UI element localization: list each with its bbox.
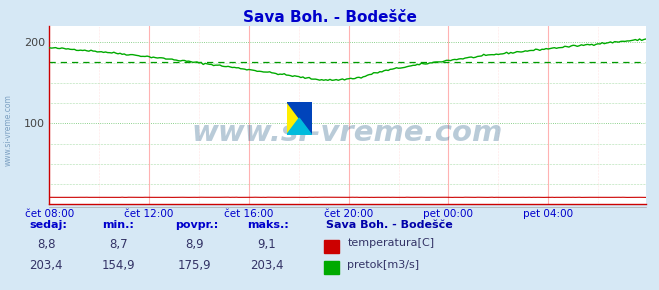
Text: 9,1: 9,1 [258, 238, 276, 251]
Polygon shape [287, 102, 312, 135]
Text: www.si-vreme.com: www.si-vreme.com [3, 95, 13, 166]
Polygon shape [287, 118, 312, 135]
Text: maks.:: maks.: [247, 220, 289, 230]
Text: 203,4: 203,4 [250, 259, 283, 272]
Text: min.:: min.: [102, 220, 134, 230]
Text: 8,9: 8,9 [185, 238, 204, 251]
Text: www.si-vreme.com: www.si-vreme.com [192, 119, 503, 147]
Text: temperatura[C]: temperatura[C] [347, 238, 434, 249]
Text: povpr.:: povpr.: [175, 220, 218, 230]
Text: Sava Boh. - Bodešče: Sava Boh. - Bodešče [326, 220, 453, 230]
Text: 154,9: 154,9 [101, 259, 136, 272]
Text: pretok[m3/s]: pretok[m3/s] [347, 260, 419, 270]
Text: sedaj:: sedaj: [30, 220, 67, 230]
Text: 8,8: 8,8 [37, 238, 55, 251]
Text: 203,4: 203,4 [30, 259, 63, 272]
Text: 175,9: 175,9 [177, 259, 212, 272]
Text: Sava Boh. - Bodešče: Sava Boh. - Bodešče [243, 10, 416, 25]
Text: 8,7: 8,7 [109, 238, 128, 251]
